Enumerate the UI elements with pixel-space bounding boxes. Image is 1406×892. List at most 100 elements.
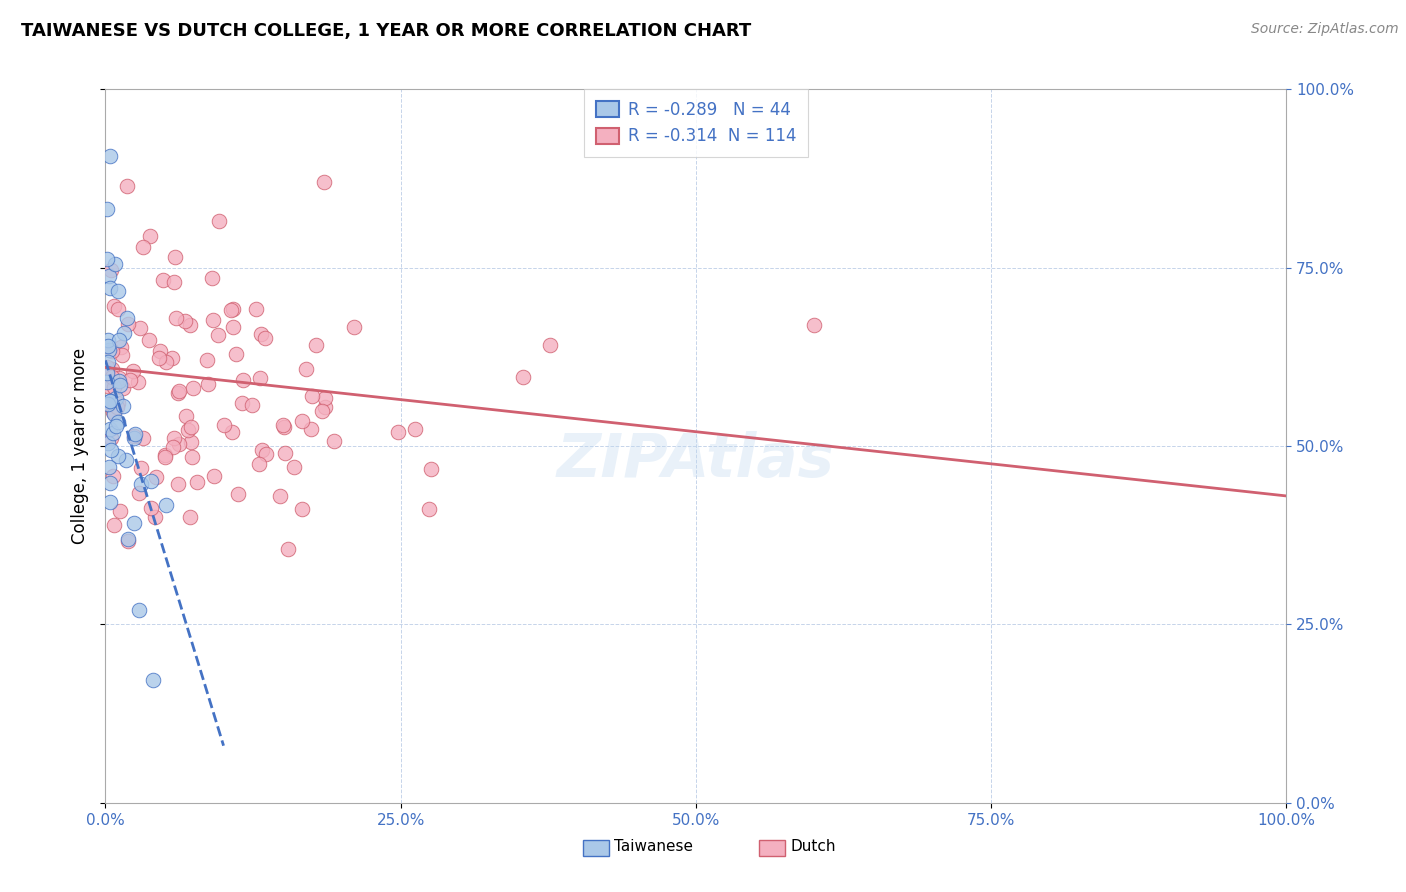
Point [124, 426, 146, 441]
Point [163, 275, 186, 289]
Point [101, 425, 124, 440]
Point [104, 391, 127, 405]
Point [97, 379, 120, 393]
Point [101, 344, 124, 359]
Point [247, 457, 270, 471]
Point [419, 462, 441, 476]
Point [103, 380, 125, 394]
Point [96, 375, 118, 389]
Point [162, 440, 184, 454]
Point [186, 475, 208, 489]
Point [271, 417, 294, 432]
Point [212, 418, 235, 433]
Point [108, 504, 131, 518]
Point [115, 179, 138, 194]
Point [177, 423, 200, 437]
Point [100, 476, 122, 491]
Point [100, 431, 122, 445]
Point [153, 449, 176, 463]
Point [179, 318, 201, 332]
Point [180, 420, 202, 434]
Point [155, 450, 177, 464]
Point [120, 373, 142, 387]
Point [181, 381, 204, 395]
Point [127, 375, 149, 389]
Point [98, 495, 121, 509]
Point [122, 428, 145, 442]
Point [100, 362, 122, 376]
Point [148, 351, 170, 366]
Point [101, 469, 124, 483]
Point [245, 302, 267, 317]
Point [97, 334, 120, 348]
Point [115, 453, 138, 467]
Point [314, 401, 336, 415]
Legend: R = -0.289   N = 44, R = -0.314  N = 114: R = -0.289 N = 44, R = -0.314 N = 114 [585, 89, 807, 157]
Point [114, 326, 136, 340]
Point [97, 397, 120, 411]
Point [108, 371, 131, 385]
Point [139, 228, 162, 243]
Point [207, 327, 229, 342]
Point [538, 338, 561, 352]
Text: Taiwanese: Taiwanese [614, 839, 693, 854]
Point [103, 518, 125, 533]
Point [107, 284, 129, 298]
Point [115, 310, 138, 325]
Point [299, 422, 322, 436]
Point [108, 374, 131, 388]
Point [803, 318, 825, 332]
Point [208, 214, 231, 228]
Point [129, 321, 152, 335]
Point [96, 252, 118, 266]
Point [149, 344, 172, 359]
Point [231, 396, 253, 410]
Point [138, 333, 160, 347]
Point [97, 436, 120, 450]
Point [110, 340, 132, 354]
Point [277, 541, 299, 556]
Point [155, 499, 177, 513]
Point [96, 202, 118, 216]
Point [111, 400, 134, 414]
Point [253, 331, 276, 345]
Point [98, 398, 121, 412]
Point [343, 320, 366, 334]
Point [139, 501, 162, 516]
Point [174, 409, 197, 423]
Point [103, 405, 125, 419]
Point [98, 343, 121, 357]
Point [98, 394, 121, 409]
Point [167, 386, 190, 401]
Point [98, 394, 121, 409]
Point [181, 450, 204, 465]
Point [132, 431, 155, 445]
Point [165, 311, 187, 326]
Point [97, 459, 120, 474]
Point [155, 355, 177, 369]
Point [250, 443, 273, 458]
Point [197, 377, 219, 392]
Point [301, 389, 323, 403]
Point [128, 603, 150, 617]
Text: TAIWANESE VS DUTCH COLLEGE, 1 YEAR OR MORE CORRELATION CHART: TAIWANESE VS DUTCH COLLEGE, 1 YEAR OR MO… [21, 22, 751, 40]
Point [124, 516, 146, 531]
Point [195, 353, 218, 368]
Point [169, 384, 191, 399]
Point [105, 400, 128, 414]
Point [173, 314, 195, 328]
Point [200, 271, 222, 285]
Point [97, 339, 120, 353]
Point [111, 348, 134, 362]
Point [312, 175, 335, 189]
Point [108, 333, 131, 347]
Point [96, 366, 118, 380]
Point [111, 382, 134, 396]
Text: Dutch: Dutch [790, 839, 835, 854]
Point [221, 301, 243, 316]
Point [249, 327, 271, 342]
Point [107, 450, 129, 464]
Point [167, 437, 190, 451]
Point [100, 281, 122, 295]
Point [104, 418, 127, 433]
